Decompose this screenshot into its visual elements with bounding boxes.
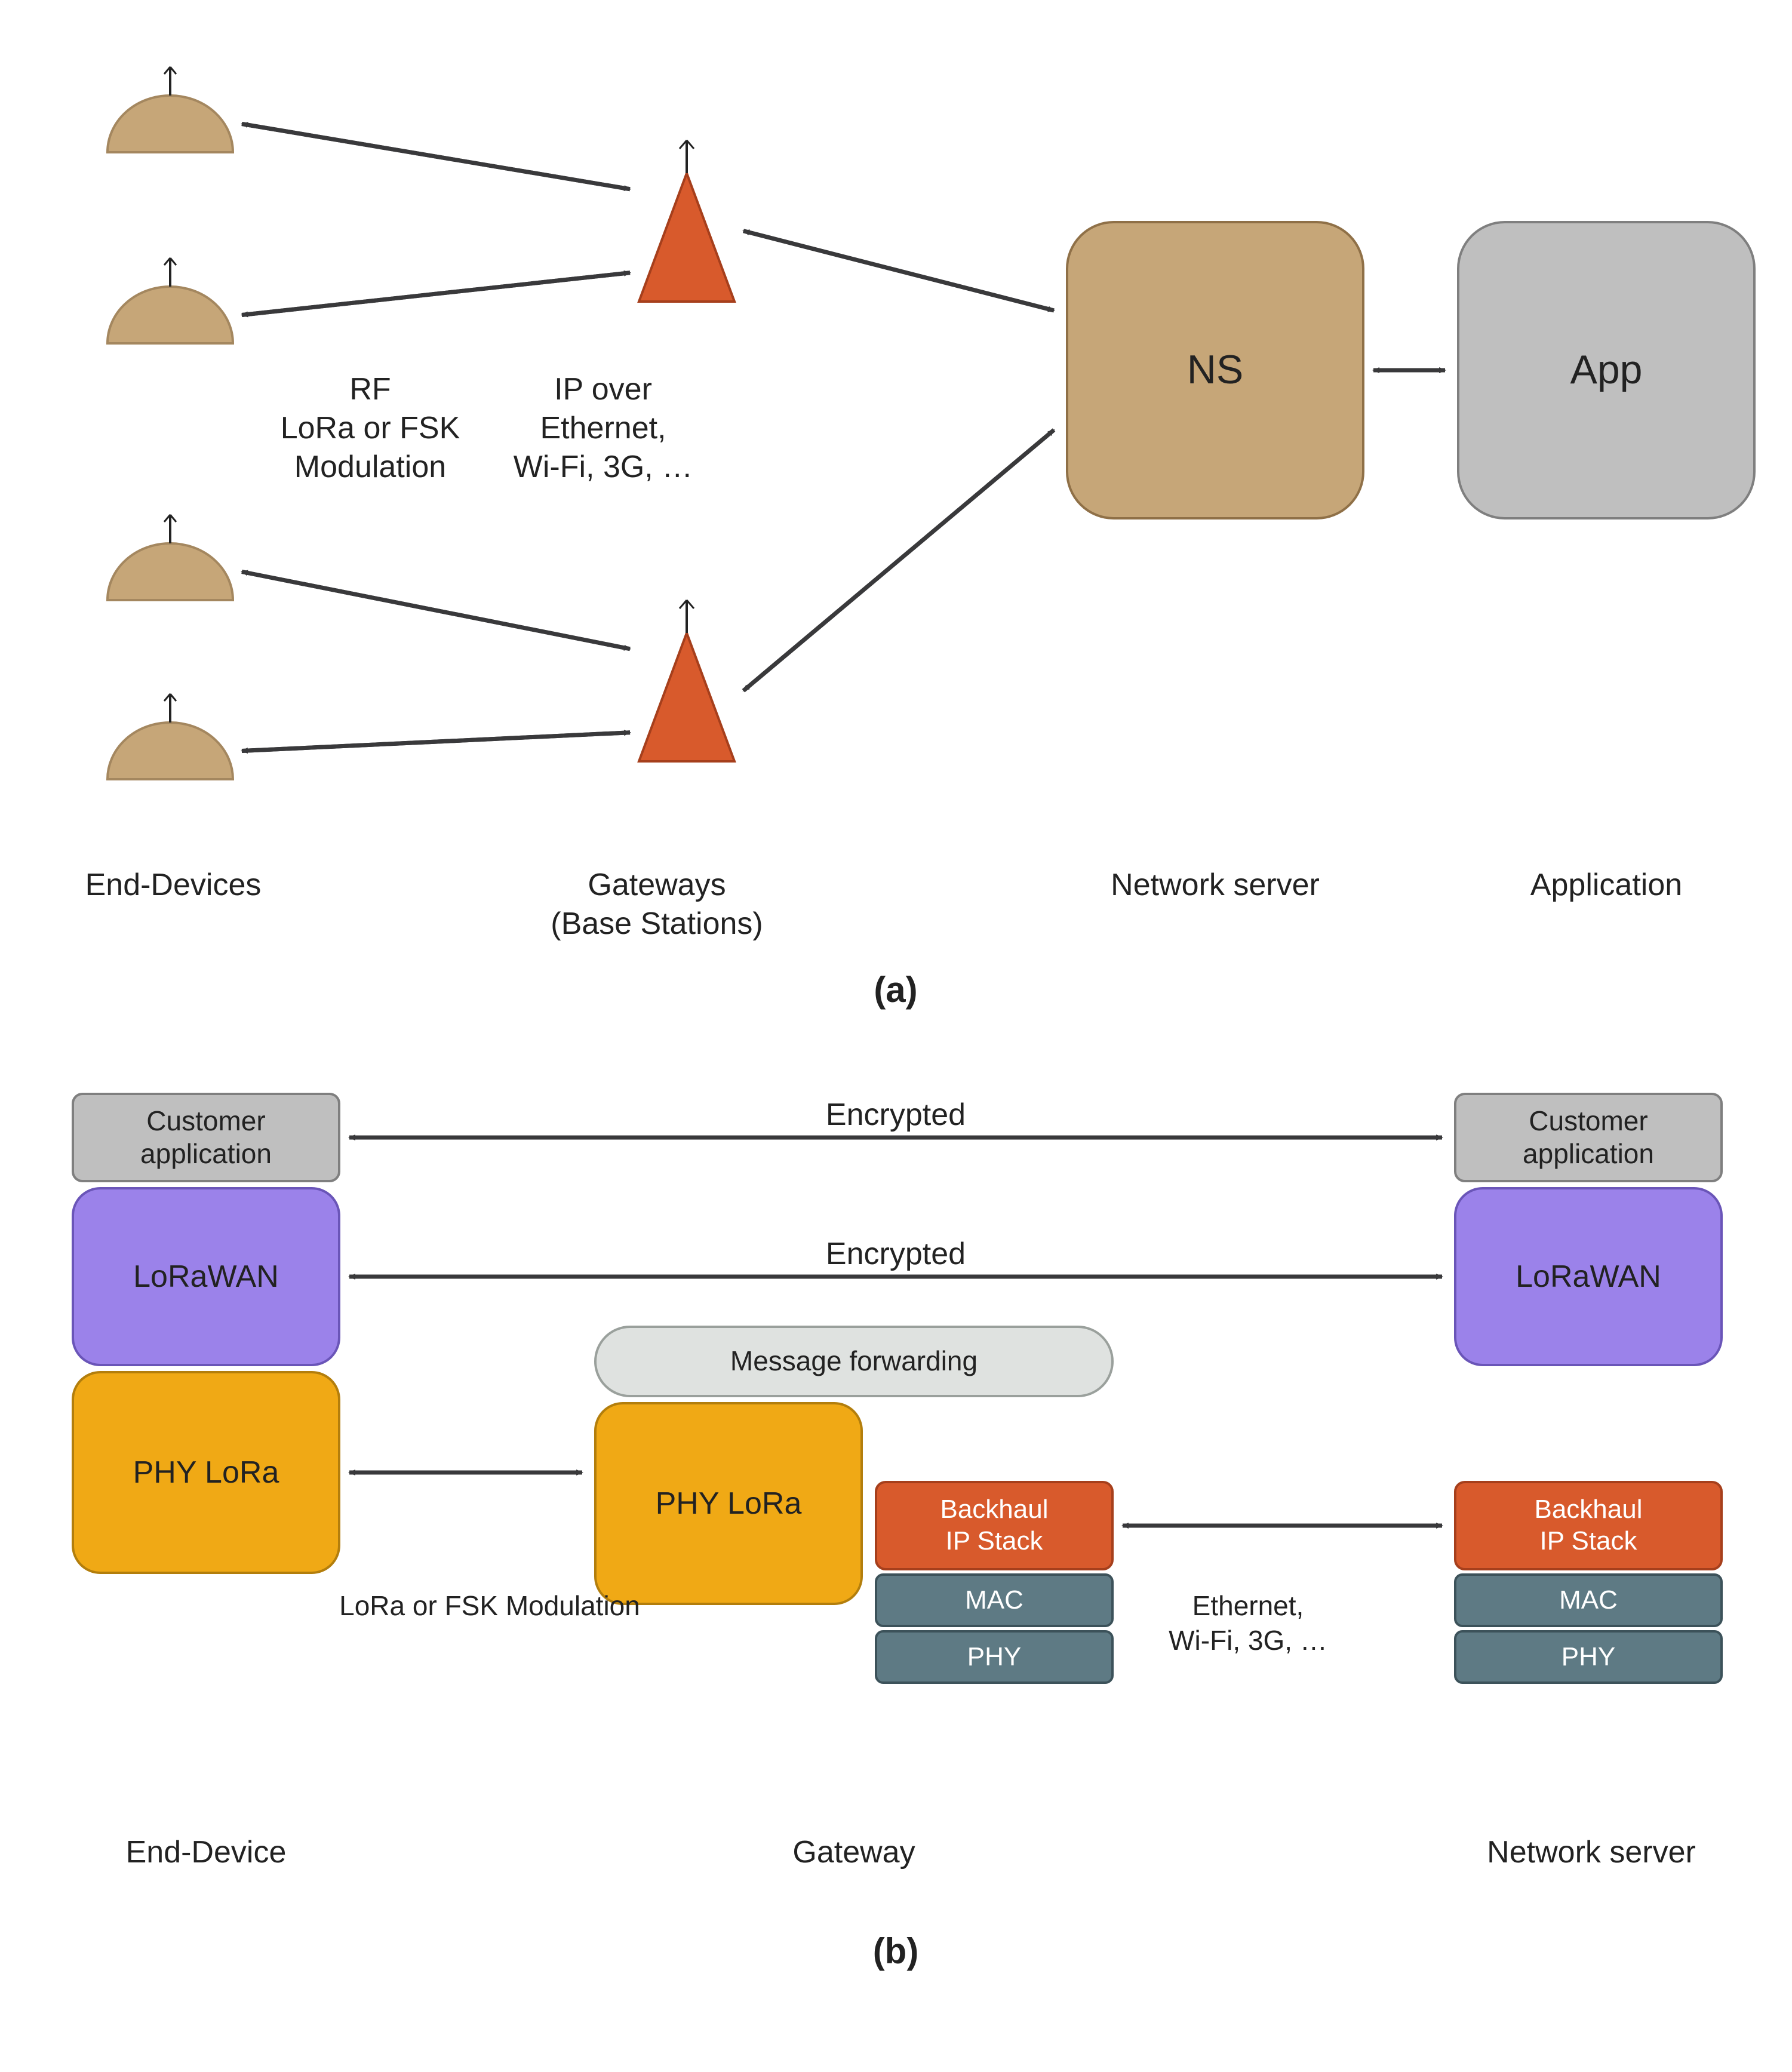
caption-application: Application	[1481, 866, 1732, 905]
gw-mac: MAC	[875, 1573, 1114, 1627]
network-server-box: NS	[1066, 221, 1364, 519]
end-phy-lora: PHY LoRa	[72, 1371, 340, 1574]
caption-end-devices: End-Devices	[54, 866, 293, 905]
gateway-1	[639, 173, 734, 302]
ns-customer-app: Customerapplication	[1454, 1093, 1723, 1182]
lora-fsk-label: LoRa or FSK Modulation	[322, 1589, 657, 1624]
caption-b-end-device: End-Device	[72, 1833, 340, 1872]
subfigure-a-label: (a)	[812, 967, 979, 1012]
end-device-1	[107, 96, 233, 152]
end-device-3	[107, 543, 233, 600]
gw-phy-lora: PHY LoRa	[594, 1402, 863, 1605]
encrypted-label-1: Encrypted	[723, 1096, 1069, 1135]
subfigure-b-label: (b)	[812, 1929, 979, 1973]
rf-modulation-label: RFLoRa or FSKModulation	[263, 370, 478, 487]
end-customer-app: Customerapplication	[72, 1093, 340, 1182]
application-box: App	[1457, 221, 1756, 519]
ns-mac: MAC	[1454, 1573, 1723, 1627]
end-lorawan: LoRaWAN	[72, 1187, 340, 1366]
caption-gateways: Gateways(Base Stations)	[508, 866, 806, 943]
ns-phy: PHY	[1454, 1630, 1723, 1684]
ethernet-label: Ethernet,Wi-Fi, 3G, …	[1123, 1589, 1373, 1658]
ns-backhaul: BackhaulIP Stack	[1454, 1481, 1723, 1570]
ns-lorawan: LoRaWAN	[1454, 1187, 1723, 1366]
caption-network-server: Network server	[1066, 866, 1364, 905]
gateway-2	[639, 633, 734, 761]
gw-backhaul: BackhaulIP Stack	[875, 1481, 1114, 1570]
gw-message-forwarding: Message forwarding	[594, 1326, 1114, 1397]
caption-b-network-server: Network server	[1442, 1833, 1741, 1872]
gw-phy: PHY	[875, 1630, 1114, 1684]
ip-over-label: IP overEthernet,Wi-Fi, 3G, …	[496, 370, 711, 487]
caption-b-gateway: Gateway	[705, 1833, 1003, 1872]
end-device-2	[107, 287, 233, 343]
end-device-4	[107, 723, 233, 779]
encrypted-label-2: Encrypted	[723, 1235, 1069, 1274]
